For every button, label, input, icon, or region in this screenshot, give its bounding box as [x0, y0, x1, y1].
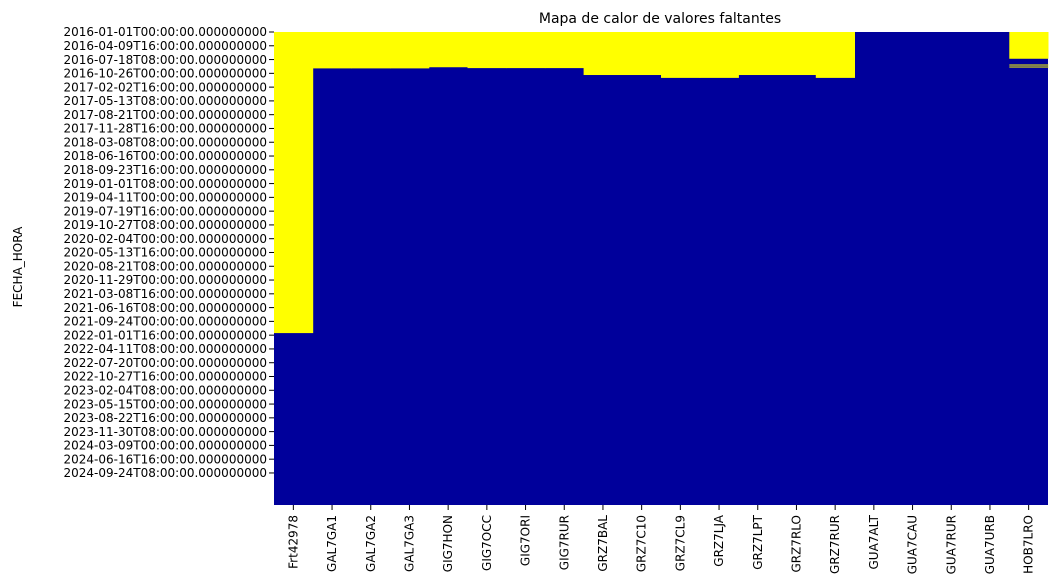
missing-cell-grz7lpt-0	[738, 32, 778, 76]
missing-cell-gal7ga1-0	[312, 32, 352, 69]
y-tick-label: 2020-05-13T16:00:00.000000000	[64, 246, 268, 260]
x-tick-label: GRZ7LPT	[751, 514, 765, 569]
x-tick-label: GRZ7RLO	[789, 515, 803, 573]
y-tick-label: 2021-09-24T00:00:00.000000000	[64, 315, 268, 329]
y-tick-label: 2023-05-15T00:00:00.000000000	[64, 397, 268, 411]
x-tick-label: GUA7CAU	[906, 515, 920, 574]
y-tick-label: 2016-10-26T00:00:00.000000000	[64, 67, 268, 81]
y-tick-label: 2022-07-20T00:00:00.000000000	[64, 356, 268, 370]
x-tick-label: GUA7URB	[983, 515, 997, 574]
y-tick-label: 2016-04-09T16:00:00.000000000	[64, 39, 268, 53]
x-tick-label: GIG7ORI	[519, 515, 533, 566]
y-tick-label: 2024-03-09T00:00:00.000000000	[64, 439, 268, 453]
heatmap-cells	[274, 32, 1049, 505]
missing-cell-hob7lro-0	[1009, 32, 1049, 59]
missing-cell-hob7lro-1	[1009, 64, 1049, 66]
x-tick-label: GRZ7RUR	[828, 515, 842, 574]
y-tick-label: 2023-02-04T08:00:00.000000000	[64, 383, 268, 397]
x-axis-ticks: Frt42978 GAL7GA1 GAL7GA2 GAL7GA3 GIG7HON GIG7…	[286, 505, 1036, 574]
y-tick-label: 2018-06-16T00:00:00.000000000	[64, 149, 268, 163]
missing-cell-gal7ga3-0	[390, 32, 430, 69]
y-tick-label: 2018-09-23T16:00:00.000000000	[64, 163, 268, 177]
missing-cell-grz7bal-0	[583, 32, 623, 76]
x-tick-label: GAL7GA1	[325, 515, 339, 572]
missing-cell-grz7rlo-0	[777, 32, 817, 76]
y-tick-label: 2018-03-08T08:00:00.000000000	[64, 135, 268, 149]
x-tick-label: GAL7GA2	[364, 515, 378, 572]
chart-title: Mapa de calor de valores faltantes	[539, 11, 781, 27]
y-tick-label: 2020-11-29T00:00:00.000000000	[64, 273, 268, 287]
y-tick-label: 2017-11-28T16:00:00.000000000	[64, 122, 268, 136]
y-tick-label: 2023-08-22T16:00:00.000000000	[64, 411, 268, 425]
y-tick-label: 2024-09-24T08:00:00.000000000	[64, 466, 268, 480]
x-tick-label: GUA7RUR	[944, 515, 958, 574]
x-tick-label: GIG7RUR	[557, 515, 571, 570]
x-tick-label: GRZ7BAL	[596, 515, 610, 572]
missing-cell-frt42978-0	[274, 32, 314, 334]
y-tick-label: 2017-08-21T00:00:00.000000000	[64, 108, 268, 122]
missing-cell-gig7occ-0	[467, 32, 507, 69]
y-tick-label: 2021-06-16T08:00:00.000000000	[64, 301, 268, 315]
x-tick-label: GIG7OCC	[480, 515, 494, 571]
y-axis-label: FECHA_HORA	[11, 226, 25, 307]
x-tick-label: GRZ7C10	[635, 515, 649, 572]
y-tick-label: 2022-04-11T08:00:00.000000000	[64, 342, 268, 356]
y-tick-label: 2020-02-04T00:00:00.000000000	[64, 232, 268, 246]
missing-cell-gig7rur-0	[544, 32, 585, 69]
missing-cell-gig7ori-0	[506, 32, 546, 69]
missing-cell-gig7hon-0	[428, 32, 468, 68]
y-tick-label: 2024-06-16T16:00:00.000000000	[64, 452, 268, 466]
y-tick-label: 2022-01-01T16:00:00.000000000	[64, 328, 268, 342]
x-tick-label: Frt42978	[286, 515, 300, 569]
y-axis-ticks: 2016-01-01T00:00:00.0000000002016-04-09T…	[64, 25, 274, 480]
x-tick-label: GRZ7LJA	[712, 514, 726, 567]
x-tick-label: GRZ7CL9	[673, 515, 687, 571]
missing-cell-grz7c10-0	[622, 32, 662, 76]
missing-cell-gal7ga2-0	[351, 32, 391, 69]
x-tick-label: GUA7ALT	[867, 514, 881, 569]
y-tick-label: 2016-07-18T08:00:00.000000000	[64, 53, 268, 67]
y-tick-label: 2019-10-27T08:00:00.000000000	[64, 218, 268, 232]
x-tick-label: GIG7HON	[441, 515, 455, 572]
y-tick-label: 2017-02-02T16:00:00.000000000	[64, 80, 268, 94]
missing-cell-hob7lro-2	[1009, 66, 1049, 68]
y-tick-label: 2021-03-08T16:00:00.000000000	[64, 287, 268, 301]
x-tick-label: HOB7LRO	[1022, 515, 1036, 574]
y-tick-label: 2019-04-11T00:00:00.000000000	[64, 191, 268, 205]
y-tick-label: 2020-08-21T08:00:00.000000000	[64, 259, 268, 273]
y-tick-label: 2019-01-01T08:00:00.000000000	[64, 177, 268, 191]
x-tick-label: GAL7GA3	[402, 515, 416, 572]
missing-cell-grz7rur-0	[815, 32, 855, 78]
missing-cell-grz7cl9-0	[661, 32, 701, 78]
missing-cell-grz7lja-0	[699, 32, 739, 78]
heatmap-present-area	[274, 32, 1048, 505]
y-tick-label: 2023-11-30T08:00:00.000000000	[64, 425, 268, 439]
y-tick-label: 2022-10-27T16:00:00.000000000	[64, 370, 268, 384]
y-tick-label: 2016-01-01T00:00:00.000000000	[64, 25, 268, 39]
y-tick-label: 2019-07-19T16:00:00.000000000	[64, 204, 268, 218]
y-tick-label: 2017-05-13T08:00:00.000000000	[64, 94, 268, 108]
